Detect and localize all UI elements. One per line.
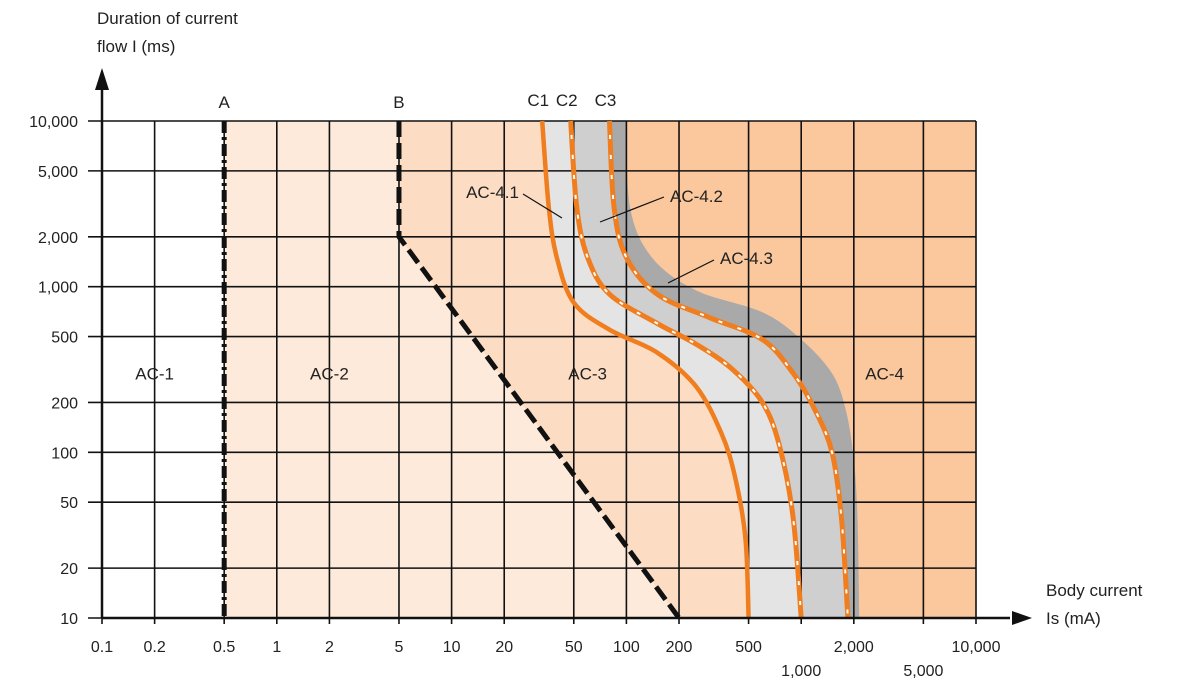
grid-lines — [88, 120, 977, 624]
curve-c2-dots — [569, 120, 803, 619]
y-tick-label: 100 — [51, 445, 78, 462]
series-label: C1 — [527, 91, 549, 110]
y-tick-label: 2,000 — [38, 230, 78, 247]
curve-c3 — [607, 120, 851, 619]
series-label: C2 — [556, 91, 578, 110]
x-tick-label: 50 — [565, 639, 583, 656]
y-tick-label: 10 — [60, 611, 78, 628]
series-label: C3 — [595, 91, 617, 110]
zone-fills — [224, 121, 977, 618]
curve-b — [396, 121, 682, 620]
leader-ac4-3 — [667, 259, 715, 284]
x-tick-label: 10,000 — [952, 639, 1001, 656]
series-label: A — [219, 93, 231, 112]
x-axis-label-line2: Is (mA) — [1046, 609, 1101, 628]
x-tick-label: 0.2 — [143, 639, 165, 656]
leader-ac4-2 — [599, 196, 665, 223]
x-axis-label-line1: Body current — [1046, 581, 1143, 600]
y-tick-label: 10,000 — [29, 114, 78, 131]
zone-label: AC-3 — [568, 364, 607, 383]
x-tick-label: 2,000 — [834, 639, 874, 656]
x-tick-label: 20 — [495, 639, 513, 656]
x-tick-label: 500 — [735, 639, 762, 656]
x-axis-arrow — [1012, 611, 1032, 625]
y-axis-label-line2: flow I (ms) — [97, 37, 175, 56]
y-tick-label: 5,000 — [38, 164, 78, 181]
labels: Duration of current flow I (ms) Body cur… — [29, 9, 1143, 680]
zone-label: AC-2 — [310, 364, 349, 383]
y-tick-label: 500 — [51, 330, 78, 347]
x-tick-label: 1,000 — [781, 663, 821, 680]
leader-ac4-1 — [522, 193, 563, 219]
x-tick-label: 0.5 — [213, 639, 235, 656]
sub-zone-label: AC-4.2 — [670, 187, 723, 206]
series-label: B — [393, 93, 404, 112]
axes — [95, 68, 1032, 625]
curve-c1 — [539, 120, 751, 619]
x-tick-label: 10 — [443, 639, 461, 656]
x-tick-label: 5,000 — [903, 663, 943, 680]
x-tick-label: 0.1 — [91, 639, 113, 656]
zone-ac4-fill — [626, 121, 976, 618]
curves — [221, 120, 851, 620]
x-tick-label: 5 — [395, 639, 404, 656]
sub-zone-label: AC-4.1 — [466, 183, 519, 202]
sub-zone-label: AC-4.3 — [720, 249, 773, 268]
zone-label: AC-4 — [865, 364, 904, 383]
y-tick-label: 1,000 — [38, 280, 78, 297]
y-tick-label: 200 — [51, 395, 78, 412]
zone-label: AC-1 — [135, 364, 174, 383]
x-tick-label: 2 — [325, 639, 334, 656]
y-axis-label-line1: Duration of current — [97, 9, 238, 28]
x-tick-label: 200 — [666, 639, 693, 656]
y-tick-label: 20 — [60, 561, 78, 578]
y-axis-arrow — [95, 68, 109, 90]
x-tick-label: 100 — [613, 639, 640, 656]
x-tick-label: 1 — [272, 639, 281, 656]
y-tick-label: 50 — [60, 495, 78, 512]
